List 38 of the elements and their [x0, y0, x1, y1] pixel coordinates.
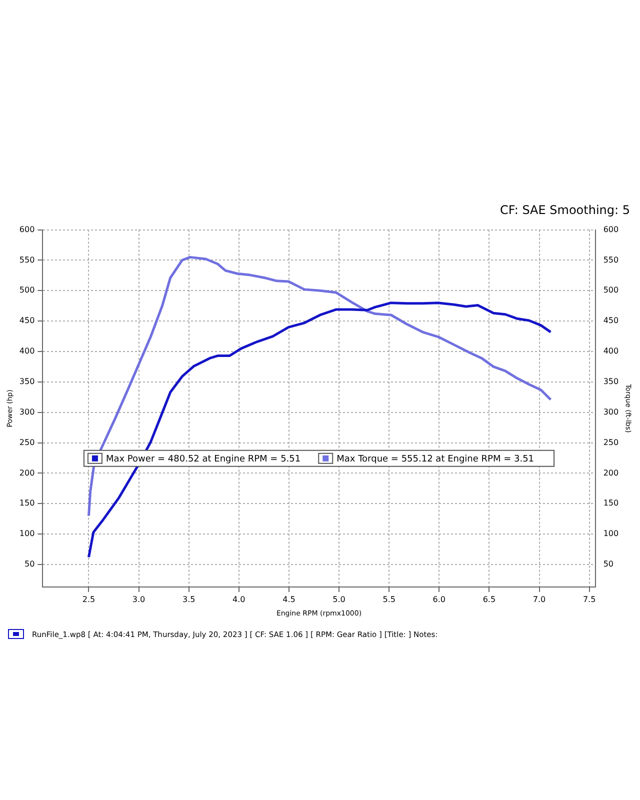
y2-tick-label: 100 [603, 529, 619, 538]
y2-tick-label: 250 [603, 438, 619, 447]
x-tick-label: 3.0 [132, 594, 146, 604]
y2-tick-label: 450 [603, 316, 619, 326]
x-tick-label: 3.5 [182, 594, 196, 604]
y2-tick-label: 550 [603, 255, 619, 264]
y2-tick-label: 400 [603, 346, 619, 356]
y2-tick-label: 300 [603, 407, 619, 416]
y2-tick-label: 600 [603, 224, 619, 234]
x-tick-label: 4.5 [282, 594, 296, 604]
x-tick-label: 7.5 [582, 594, 596, 604]
y-tick-label: 450 [19, 316, 35, 326]
y-tick-label: 50 [24, 560, 35, 569]
y-tick-label: 500 [19, 286, 35, 295]
x-tick-label: 5.0 [332, 594, 346, 604]
y-tick-label: 550 [19, 255, 35, 264]
y-tick-label: 250 [19, 438, 35, 447]
y-tick-label: 200 [19, 468, 35, 478]
x-tick-label: 4.0 [232, 594, 246, 604]
x-tick-label: 7.0 [532, 594, 546, 604]
y-tick-label: 300 [19, 407, 35, 416]
y2-tick-label: 150 [603, 498, 619, 508]
y-tick-label: 350 [19, 377, 35, 386]
y2-tick-label: 500 [603, 286, 619, 295]
y2-tick-label: 350 [603, 377, 619, 386]
y-tick-label: 400 [19, 346, 35, 356]
y-tick-label: 150 [19, 498, 35, 508]
y-tick-label: 600 [19, 224, 35, 234]
y2-tick-label: 200 [603, 468, 619, 478]
legend-label: Max Power = 480.52 at Engine RPM = 5.51 [106, 454, 301, 464]
x-tick-label: 6.5 [482, 594, 496, 604]
x-tick-label: 2.5 [82, 594, 96, 604]
legend-label: Max Torque = 555.12 at Engine RPM = 3.51 [336, 454, 534, 464]
chart-subtitle: CF: SAE Smoothing: 5 [500, 203, 630, 217]
y-tick-label: 100 [19, 529, 35, 538]
x-tick-label: 6.0 [432, 594, 446, 604]
y2-tick-label: 50 [603, 560, 614, 569]
x-tick-label: 5.5 [382, 594, 396, 604]
